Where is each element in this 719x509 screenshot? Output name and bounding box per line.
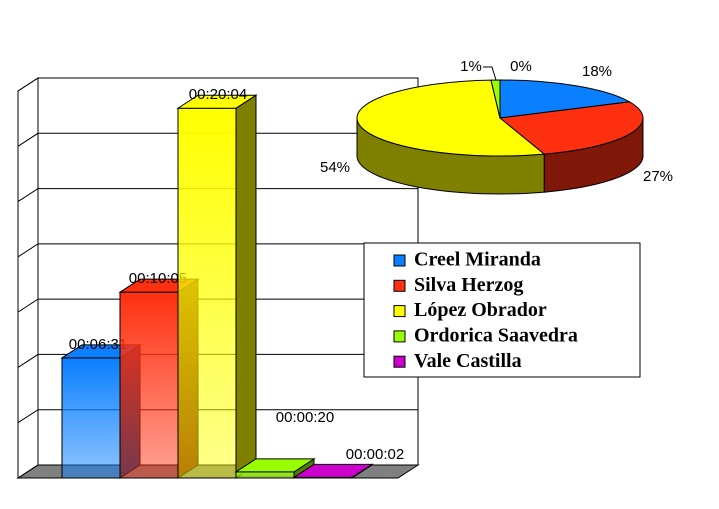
grid-line — [17, 298, 418, 313]
pie-slice — [356, 79, 546, 157]
legend-label: Vale Castilla — [414, 350, 522, 372]
data-label: 00:20:04 — [189, 86, 247, 103]
legend-label: López Obrador — [414, 299, 547, 321]
bar — [235, 471, 295, 479]
pie-label: 54% — [320, 159, 350, 176]
legend-swatch — [393, 254, 406, 267]
grid-line — [17, 243, 418, 258]
legend-swatch — [393, 355, 406, 368]
legend-swatch — [393, 330, 406, 343]
pie-side-shade — [357, 118, 545, 194]
leader-line — [483, 66, 497, 81]
pie-label: 27% — [643, 168, 673, 185]
legend-label: Silva Herzog — [414, 274, 523, 296]
grid-line — [17, 132, 418, 147]
legend-label: Creel Miranda — [414, 249, 541, 271]
bar — [61, 357, 121, 479]
pie-slice — [498, 101, 644, 155]
bar-top — [234, 458, 316, 473]
data-label: 00:00:02 — [346, 446, 404, 463]
bar-top — [176, 94, 258, 109]
legend-swatch — [393, 279, 406, 292]
left-wall — [17, 77, 39, 479]
bar-side-shade — [294, 458, 314, 478]
bar-top — [292, 463, 374, 478]
bar — [119, 291, 179, 479]
legend-box — [363, 242, 641, 378]
data-label: 00:10:05 — [129, 270, 187, 287]
bar — [177, 107, 237, 479]
pie-side-shade — [544, 118, 643, 193]
pie-plot: 18% 27% 54% 1% 0% — [320, 58, 673, 195]
bar-plot: 00:06:31 00:10:05 00:20:04 00:00:20 00:00:02 — [16, 77, 420, 479]
data-label: 00:00:20 — [276, 409, 334, 426]
legend-label: Ordorica Saavedra — [414, 324, 578, 346]
legend-swatch — [393, 305, 406, 318]
pie-label: 0% — [510, 58, 532, 75]
grid-line — [17, 77, 418, 92]
bar-side-shade — [236, 95, 256, 478]
pie-label: 1% — [460, 58, 482, 75]
legend: Creel Miranda Silva Herzog López Obrador Or… — [363, 242, 641, 378]
pie-label: 18% — [582, 63, 612, 80]
grid-line — [17, 353, 418, 368]
grid-line — [17, 188, 418, 202]
grid-line — [17, 409, 418, 424]
pie-slice — [499, 79, 631, 119]
data-label: 00:06:31 — [69, 336, 127, 353]
